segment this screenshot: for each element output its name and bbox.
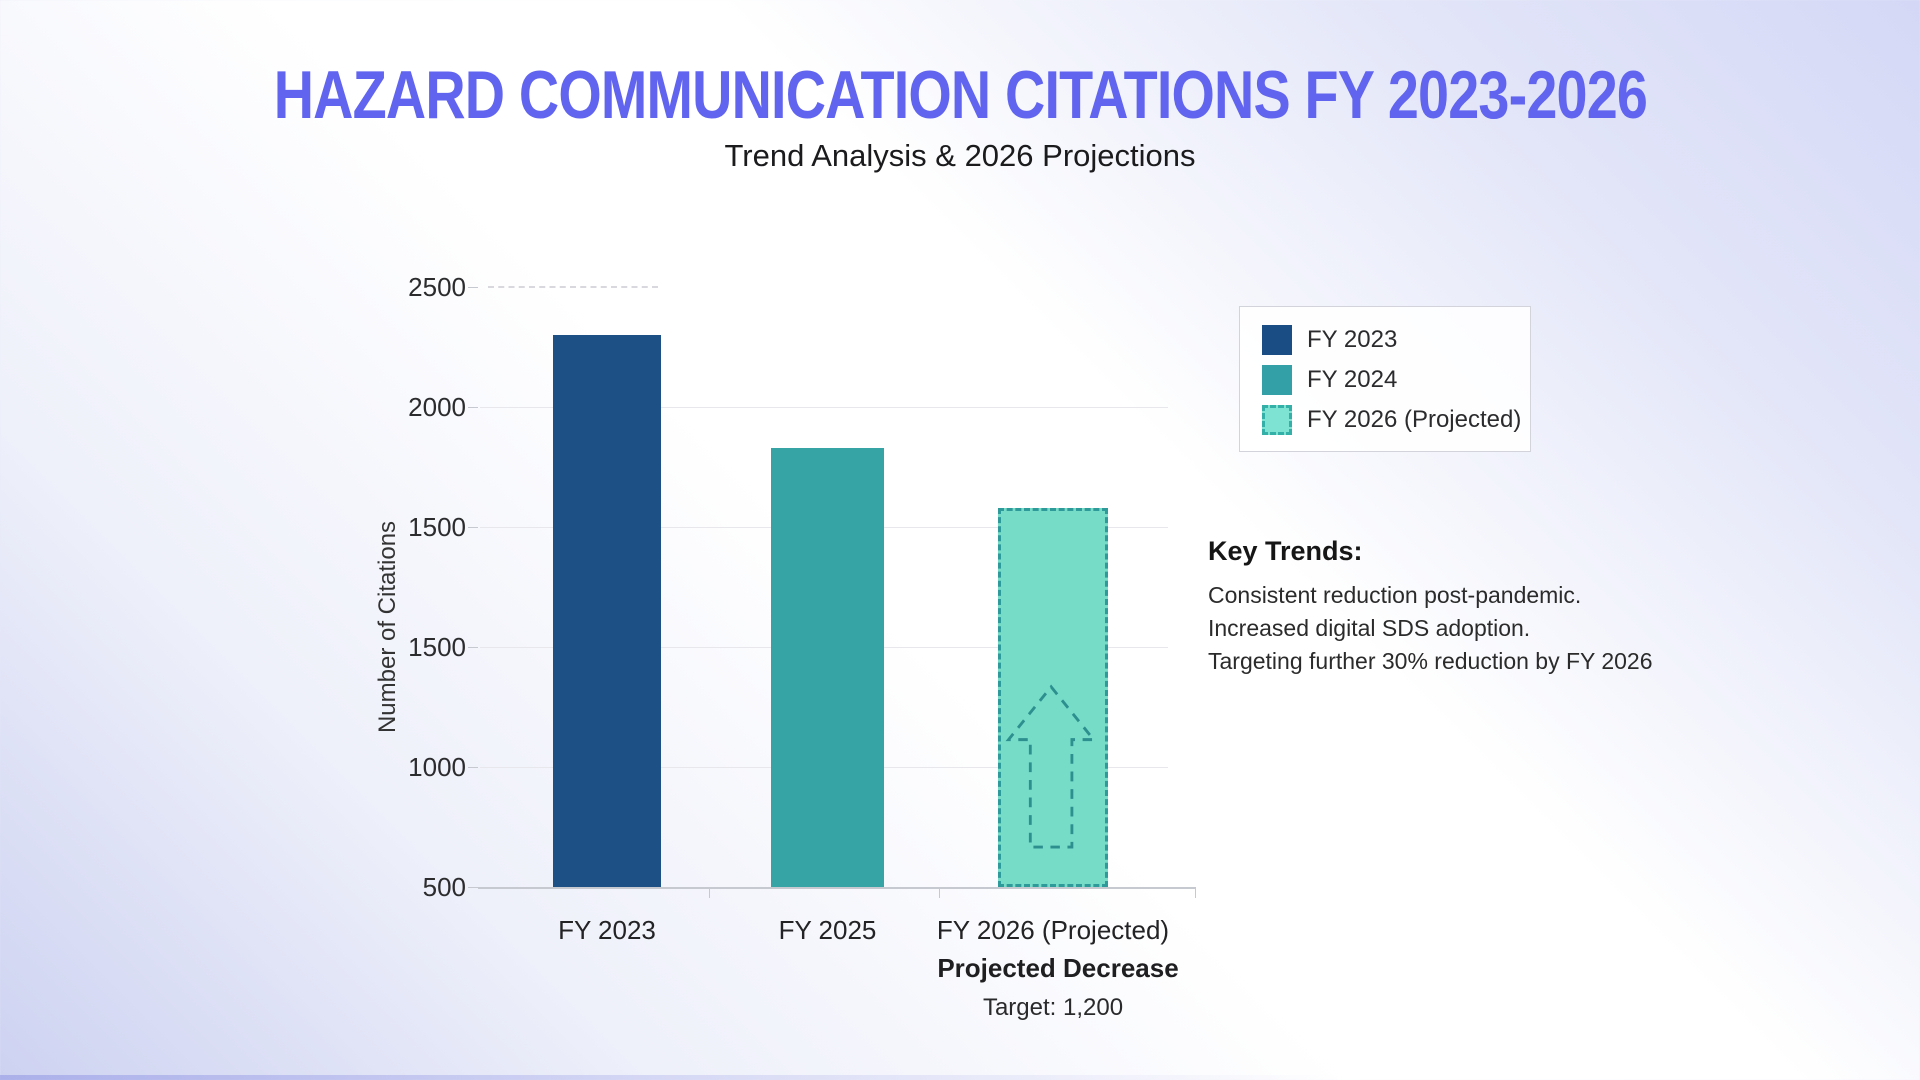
page-title-text: HAZARD COMMUNICATION CITATIONS FY 2023-2… [273, 57, 1647, 133]
key-trends-block: Key Trends: Consistent reduction post-pa… [1208, 536, 1920, 678]
y-tick-mark [468, 287, 478, 288]
x-tick-label: FY 2023 [558, 915, 656, 945]
x-tick-label: FY 2025 [778, 915, 877, 945]
y-tick-label: 500 [422, 872, 466, 902]
y-tick-label: 1500 [408, 512, 466, 542]
x-axis-line [478, 887, 1196, 889]
bar-fy-2026-projected- [998, 507, 1108, 887]
target-annotation: Target: 1,200 [982, 994, 1124, 1021]
y-tick-mark [468, 647, 478, 648]
y-tick-label: 1000 [408, 752, 466, 782]
y-tick-mark [468, 527, 478, 528]
legend-swatch [1262, 325, 1292, 355]
x-tick-mark [1195, 889, 1196, 898]
chart-legend: FY 2023 FY 2024 FY 2026 (Projected) [1239, 306, 1531, 452]
key-trends-heading: Key Trends: [1208, 536, 1363, 566]
key-trends-line: Targeting further 30% reduction by FY 20… [1208, 648, 1653, 674]
y-tick-label: 2000 [408, 392, 466, 422]
legend-swatch [1262, 405, 1292, 435]
y-tick-label: 1500 [408, 632, 466, 662]
gridline [480, 407, 1168, 408]
y-tick-mark [468, 407, 478, 408]
bar-chart-plot-area [480, 286, 1168, 887]
legend-item: FY 2026 (Projected) [1262, 400, 1530, 440]
legend-label: FY 2024 [1307, 366, 1398, 393]
x-tick-label: FY 2026 (Projected) [936, 915, 1170, 945]
legend-swatch [1262, 365, 1292, 395]
page-subtitle: Trend Analysis & 2026 Projections [724, 138, 1196, 173]
key-trends-line: Increased digital SDS adoption. [1208, 615, 1531, 641]
y-tick-label: 2500 [408, 272, 466, 302]
gridline-dashed-top [488, 286, 658, 288]
y-tick-mark [468, 887, 478, 888]
x-tick-mark [709, 889, 710, 898]
legend-label: FY 2023 [1307, 326, 1398, 353]
bar-fy-2025 [771, 447, 884, 887]
key-trends-lines: Consistent reduction post-pandemic. Incre… [1208, 579, 1920, 678]
key-trends-line: Consistent reduction post-pandemic. [1208, 582, 1582, 608]
dashed-up-arrow-icon [1005, 684, 1097, 849]
x-tick-mark [939, 889, 940, 898]
legend-item: FY 2024 [1262, 360, 1530, 400]
legend-item: FY 2023 [1262, 320, 1530, 360]
projected-decrease-annotation: Projected Decrease [937, 953, 1179, 983]
y-axis-title: Number of Citations [374, 520, 401, 734]
bottom-accent-strip [0, 1075, 1920, 1080]
page-title: HAZARD COMMUNICATION CITATIONS FY 2023-2… [0, 56, 1920, 134]
legend-label: FY 2026 (Projected) [1307, 406, 1522, 433]
bar-fy-2023 [553, 335, 661, 887]
y-tick-mark [468, 767, 478, 768]
